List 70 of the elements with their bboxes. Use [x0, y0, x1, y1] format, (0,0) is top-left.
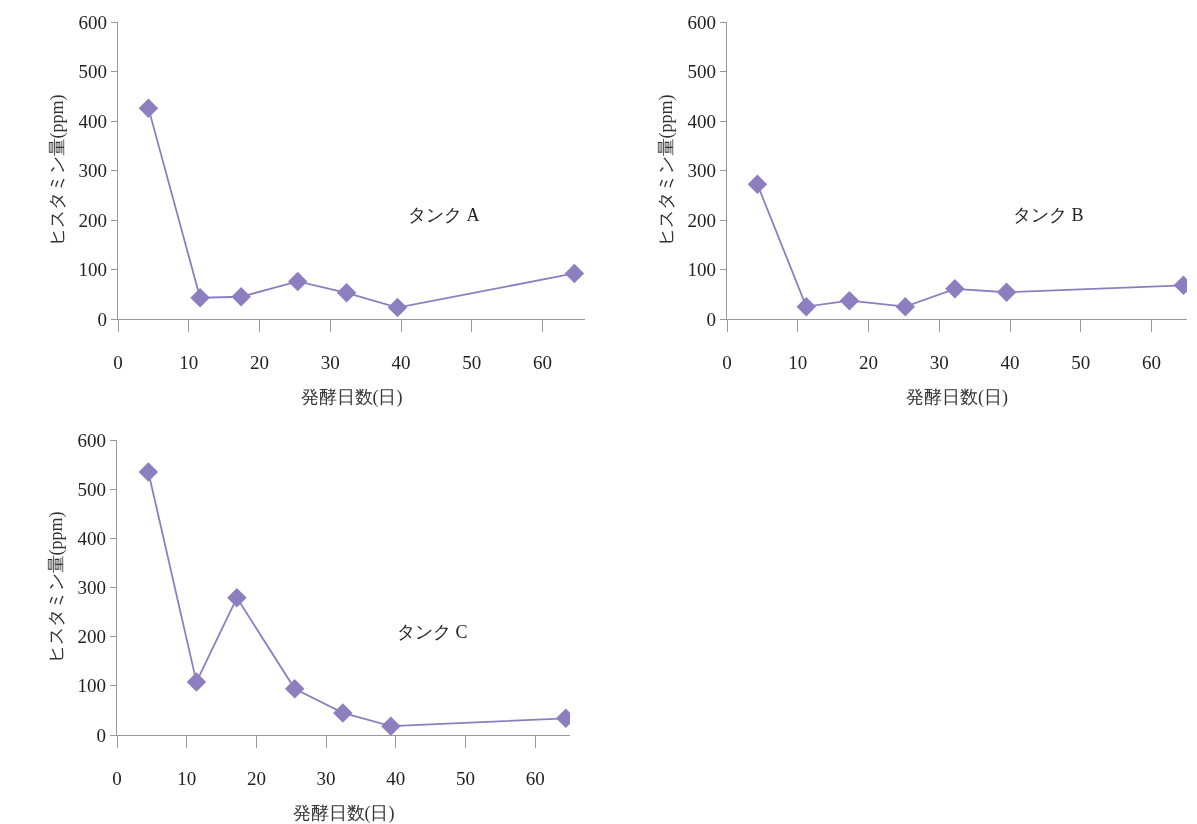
- y-tick-label: 200: [687, 209, 716, 231]
- x-tick-label: 60: [525, 768, 545, 789]
- point: [333, 703, 353, 723]
- y-tick-label: 600: [78, 11, 107, 33]
- x-tick-label: 40: [391, 352, 411, 373]
- x-tick-label: 0: [112, 768, 122, 789]
- point: [138, 98, 159, 118]
- x-tick-label: 50: [455, 768, 475, 789]
- y-tick-label: 100: [78, 259, 107, 281]
- x-tick-label: 50: [462, 352, 482, 373]
- text: タンク A: [408, 205, 480, 225]
- x-tick-label: 20: [250, 352, 270, 373]
- x-tick-label: 10: [177, 768, 197, 789]
- x-tick-label: 0: [113, 352, 123, 373]
- x-axis-title: 発酵日数(日): [292, 803, 395, 824]
- y-axis-title: ヒスタミン量(ppm): [45, 511, 67, 664]
- point: [287, 271, 308, 292]
- y-tick-label: 400: [77, 527, 106, 549]
- x-tick-label: 10: [788, 352, 808, 373]
- x-tick-label: 50: [1071, 352, 1091, 373]
- y-tick-label: 0: [706, 308, 716, 330]
- y-tick-label: 400: [687, 110, 716, 132]
- point: [381, 716, 401, 735]
- point: [945, 279, 965, 299]
- x-tick-label: 30: [316, 768, 336, 789]
- x-tick-label: 40: [386, 768, 406, 789]
- x-tick-label: 40: [1000, 352, 1020, 373]
- point: [387, 297, 408, 318]
- x-tick-label: 30: [320, 352, 340, 373]
- x-tick-label: 0: [722, 352, 732, 373]
- text: タンク B: [1013, 205, 1084, 225]
- y-tick-label: 300: [687, 160, 716, 182]
- y-axis-title: ヒスタミン量(ppm): [655, 94, 677, 247]
- x-tick-label: 20: [859, 352, 879, 373]
- x-tick-label: 30: [929, 352, 949, 373]
- point: [284, 679, 305, 699]
- y-tick-label: 600: [687, 11, 716, 33]
- point: [895, 296, 916, 317]
- y-tick-label: 500: [687, 61, 716, 83]
- x-tick-label: 10: [179, 352, 199, 373]
- y-axis-title: ヒスタミン量(ppm): [46, 94, 68, 247]
- y-tick-label: 0: [96, 724, 106, 746]
- point: [796, 296, 817, 317]
- y-tick-label: 600: [77, 429, 106, 451]
- point: [564, 263, 585, 284]
- point: [996, 282, 1017, 303]
- x-axis-title: 発酵日数(日): [906, 387, 1008, 408]
- y-tick-label: 200: [78, 209, 107, 231]
- point: [336, 283, 357, 303]
- point: [190, 287, 210, 308]
- y-tick-label: 100: [77, 675, 106, 697]
- x-tick-label: 60: [533, 352, 553, 373]
- x-axis-title: 発酵日数(日): [300, 387, 403, 408]
- y-tick-label: 500: [77, 478, 106, 500]
- y-tick-label: 200: [77, 626, 106, 648]
- text: タンク C: [397, 622, 468, 642]
- y-tick-label: 500: [78, 61, 107, 83]
- y-tick-label: 300: [78, 160, 107, 182]
- x-tick-label: 60: [1142, 352, 1162, 373]
- point: [747, 174, 768, 195]
- point: [227, 588, 247, 608]
- point: [186, 672, 207, 692]
- point: [839, 290, 860, 311]
- y-tick-label: 300: [77, 577, 106, 599]
- x-tick-label: 20: [246, 768, 266, 789]
- y-tick-label: 0: [97, 308, 107, 330]
- y-tick-label: 400: [78, 110, 107, 132]
- point: [138, 462, 159, 482]
- y-tick-label: 100: [687, 259, 716, 281]
- point: [231, 286, 251, 307]
